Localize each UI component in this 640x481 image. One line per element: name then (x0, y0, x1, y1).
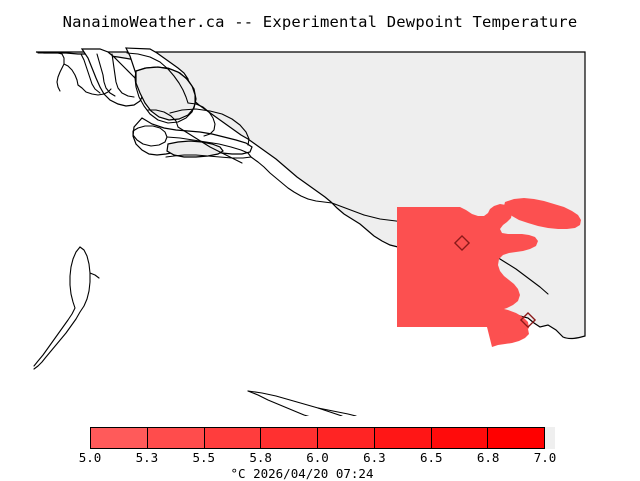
coast-loop-island (134, 66, 196, 124)
coast-fjord-inlet-2b (111, 53, 135, 98)
coast-west-sliver-island (33, 246, 91, 370)
coast-fjord-inlet-2 (96, 53, 116, 97)
colorbar-tick-6-8: 6.8 (476, 450, 500, 465)
colorbar-segment-1[interactable] (147, 428, 205, 448)
coast-west-sliver-island-2 (33, 246, 81, 367)
coast-upper-bay (169, 108, 250, 146)
dewpoint-fill-island-east[interactable] (504, 198, 581, 229)
colorbar-tick-5-0: 5.0 (78, 450, 102, 465)
coast-fjord-inlet-1 (77, 84, 112, 96)
coast-inner-lobe (132, 125, 168, 147)
inlet-fjord-north (80, 48, 144, 107)
colorbar-tick-6-0: 6.0 (306, 450, 329, 465)
colorbar-segment-5[interactable] (374, 428, 432, 448)
coast-west-sliver-tip (89, 272, 100, 279)
coast-hook-peninsula (147, 109, 179, 128)
colorbar-caption: °C 2026/04/20 07:24 (0, 466, 640, 481)
colorbar-segment-3[interactable] (261, 428, 318, 448)
colorbar-segment-0[interactable] (91, 428, 148, 448)
dewpoint-data-layer[interactable] (397, 198, 581, 347)
coast-southeast-step (307, 198, 365, 216)
coast-lower-island-bottom (247, 390, 310, 416)
coast-north-main (126, 52, 189, 104)
station-marker-2[interactable] (519, 311, 537, 329)
colorbar-tick-6-5: 6.5 (419, 450, 443, 465)
coast-thin-spit-return (165, 154, 252, 159)
colorbar-segment-2[interactable] (204, 428, 262, 448)
dewpoint-fill-southeast-tongue[interactable] (481, 306, 529, 334)
colorbar-track[interactable] (90, 427, 545, 449)
station-markers-group[interactable] (453, 234, 537, 329)
colorbar-segment-6[interactable] (431, 428, 489, 448)
coast-far-southeast-2 (491, 253, 549, 295)
coast-descending-east (177, 126, 243, 164)
title-bar: NanaimoWeather.ca -- Experimental Dewpoi… (0, 0, 640, 44)
page-title: NanaimoWeather.ca -- Experimental Dewpoi… (62, 13, 578, 31)
coast-lower-island-top (247, 390, 343, 416)
colorbar-tick-5-8: 5.8 (249, 450, 272, 465)
colorbar-tick-7-0: 7.0 (533, 450, 557, 465)
map-panel[interactable] (0, 44, 640, 416)
coastline-group (33, 52, 549, 416)
dewpoint-fill-region[interactable] (397, 204, 538, 347)
colorbar-segment-4[interactable] (318, 428, 375, 448)
colorbar-tick-5-5: 5.5 (192, 450, 216, 465)
colorbar-tick-6-3: 6.3 (363, 450, 386, 465)
coast-fjord-inlet-1b (80, 53, 101, 94)
coast-northwest-nub (37, 52, 65, 92)
coast-thin-spit (166, 136, 252, 158)
colorbar-panel: 5.0 5.3 5.5 5.8 6.0 6.3 6.5 6.8 7.0 °C 2026/04/2… (0, 416, 640, 481)
colorbar-caption-text: °C 2026/04/20 07:24 (230, 466, 374, 481)
map-canvas[interactable] (0, 44, 640, 416)
coast-southeast-main (250, 156, 309, 200)
colorbar-tick-labels: 5.0 5.3 5.5 5.8 6.0 6.3 6.5 6.8 7.0 (0, 450, 640, 466)
station-marker-1[interactable] (453, 234, 471, 252)
coast-lower-island-east-arm (317, 407, 357, 416)
colorbar-segment-7[interactable] (488, 428, 544, 448)
coast-ridge-knobs (187, 102, 216, 137)
coast-nw-fjord-left (63, 63, 79, 86)
colorbar-tick-5-3: 5.3 (135, 450, 159, 465)
